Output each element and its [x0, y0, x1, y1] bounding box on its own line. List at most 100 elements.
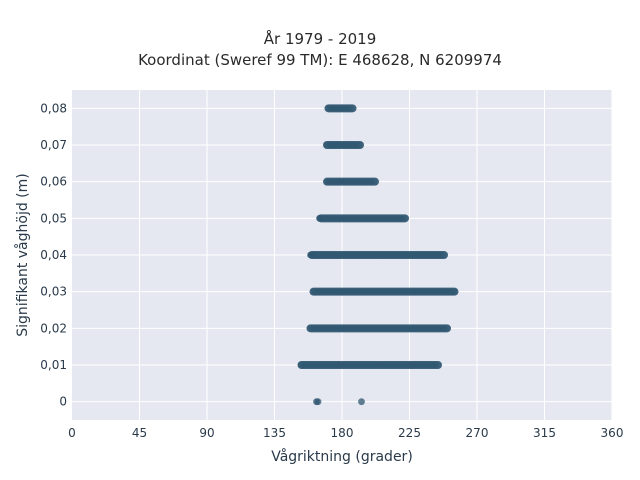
data-point — [390, 325, 397, 332]
data-point — [326, 288, 333, 295]
data-point — [369, 251, 376, 259]
data-point — [364, 251, 372, 259]
data-point — [336, 178, 343, 185]
data-point — [397, 215, 405, 222]
data-point — [327, 215, 334, 222]
data-point — [321, 251, 328, 259]
data-point — [387, 325, 394, 332]
data-point — [312, 251, 319, 259]
data-point — [380, 215, 387, 222]
data-point — [339, 251, 346, 259]
data-point — [400, 361, 408, 369]
data-point — [324, 288, 332, 295]
data-point — [378, 361, 385, 369]
data-point — [359, 215, 366, 222]
data-point — [432, 361, 440, 369]
data-point — [373, 361, 380, 369]
data-point — [406, 288, 413, 295]
data-point — [443, 288, 450, 295]
data-point — [355, 178, 363, 185]
data-point — [316, 251, 324, 259]
data-point — [348, 251, 356, 259]
data-point — [343, 141, 350, 149]
data-point — [393, 288, 400, 295]
data-point — [384, 251, 391, 259]
data-point — [414, 288, 421, 295]
data-point — [372, 325, 380, 332]
data-point — [406, 251, 413, 259]
chart-subtitle: Koordinat (Sweref 99 TM): E 468628, N 62… — [138, 51, 502, 69]
data-point — [365, 215, 373, 222]
data-point — [326, 251, 333, 259]
data-point — [389, 215, 397, 222]
data-point — [360, 361, 368, 369]
data-point — [364, 325, 372, 332]
data-point — [391, 215, 398, 222]
data-point — [399, 288, 407, 295]
data-point — [325, 141, 332, 149]
data-point — [323, 325, 330, 332]
data-point — [346, 141, 353, 149]
data-point — [438, 251, 445, 259]
data-point — [424, 251, 431, 259]
data-point — [398, 251, 405, 259]
data-point — [331, 178, 339, 185]
data-point — [342, 288, 349, 295]
data-point — [336, 251, 343, 259]
data-point — [368, 251, 375, 259]
data-point — [425, 288, 432, 295]
data-point — [408, 361, 416, 369]
data-point — [344, 251, 351, 259]
data-point — [404, 251, 412, 259]
data-point — [383, 215, 390, 222]
data-point — [430, 288, 437, 295]
data-point — [396, 215, 403, 222]
x-tick-label: 180 — [331, 426, 354, 440]
data-point — [331, 325, 338, 332]
data-point — [316, 288, 324, 295]
data-point — [399, 361, 406, 369]
data-point — [379, 325, 386, 332]
data-point — [299, 361, 307, 369]
data-point — [330, 105, 337, 112]
x-tick-label: 315 — [533, 426, 556, 440]
data-point — [333, 141, 340, 149]
data-point — [444, 288, 452, 295]
data-point — [336, 325, 343, 332]
data-point — [411, 325, 418, 332]
data-point — [341, 105, 348, 112]
data-point — [388, 215, 395, 222]
data-point — [390, 288, 397, 295]
data-point — [304, 361, 312, 369]
data-point — [325, 178, 332, 185]
data-point — [321, 215, 328, 222]
data-point — [355, 325, 362, 332]
data-point — [350, 325, 357, 332]
data-point — [347, 251, 354, 259]
data-point — [330, 178, 337, 185]
data-point — [395, 325, 402, 332]
data-point — [371, 288, 378, 295]
data-point — [364, 215, 371, 222]
data-point — [436, 251, 444, 259]
data-point — [351, 178, 358, 185]
data-point — [323, 288, 330, 295]
data-point — [402, 361, 409, 369]
data-point — [367, 361, 374, 369]
data-point — [371, 325, 378, 332]
data-point — [328, 361, 336, 369]
data-point — [361, 288, 368, 295]
data-point — [356, 215, 363, 222]
data-point — [407, 288, 415, 295]
data-point — [315, 251, 322, 259]
data-point — [425, 251, 432, 259]
data-point — [360, 251, 367, 259]
data-point — [416, 251, 423, 259]
data-point — [381, 361, 388, 369]
data-point — [400, 251, 407, 259]
data-point — [338, 178, 345, 185]
y-axis-ticks: 0 0,01 0,02 0,03 0,04 0,05 0,06 0,07 0,08 — [40, 101, 67, 408]
data-point — [363, 325, 370, 332]
data-point — [371, 361, 379, 369]
data-point — [424, 325, 431, 332]
